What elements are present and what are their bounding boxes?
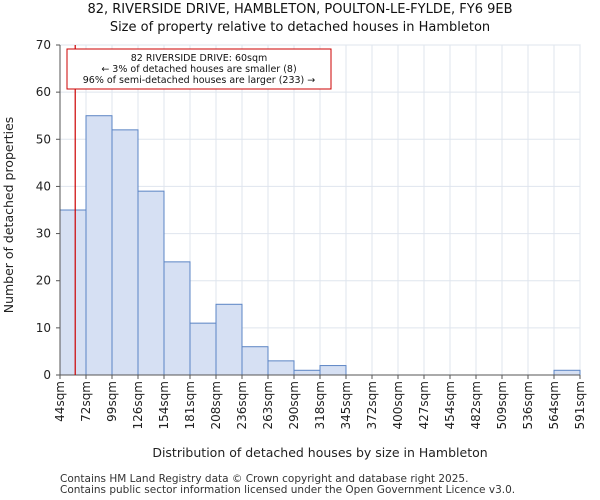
footer-line-2: Contains public sector information licen… (60, 484, 516, 496)
x-tick-label: 290sqm (287, 381, 301, 429)
histogram-bar (85, 115, 113, 376)
footer-attribution: Contains HM Land Registry data © Crown c… (60, 474, 515, 496)
x-tick-label: 400sqm (391, 381, 405, 429)
histogram-bar (241, 346, 269, 376)
x-tick-label: 126sqm (131, 381, 145, 429)
y-tick-label: 10 (36, 321, 51, 335)
x-tick-label: 44sqm (53, 381, 67, 422)
annotation-line: 82 RIVERSIDE DRIVE: 60sqm (131, 53, 268, 64)
annotation-line: 96% of semi-detached houses are larger (… (83, 75, 316, 86)
x-tick-label: 154sqm (157, 381, 171, 429)
x-tick-label: 318sqm (313, 381, 327, 429)
x-tick-label: 236sqm (235, 381, 249, 429)
y-tick-label: 20 (36, 274, 51, 288)
x-tick-label: 591sqm (573, 381, 587, 429)
histogram-bar (293, 369, 321, 376)
x-tick-label: 72sqm (79, 381, 93, 422)
y-tick-label: 70 (36, 38, 51, 52)
x-tick-label: 263sqm (261, 381, 275, 429)
y-tick-label: 50 (36, 132, 51, 146)
annotation-line: ← 3% of detached houses are smaller (8) (101, 64, 296, 75)
y-tick-label: 60 (36, 85, 51, 99)
histogram-bar (319, 365, 347, 376)
x-tick-label: 345sqm (339, 381, 353, 429)
histogram-bar (189, 322, 217, 376)
histogram-bar (215, 303, 243, 376)
histogram-bar (111, 129, 139, 376)
y-tick-label: 40 (36, 179, 51, 193)
annotation-box (66, 48, 332, 90)
x-tick-label: 536sqm (521, 381, 535, 429)
x-tick-label: 564sqm (547, 381, 561, 429)
histogram-bar (553, 369, 581, 376)
x-tick-label: 427sqm (417, 381, 431, 429)
histogram-bar (137, 190, 165, 376)
y-axis-label: Number of detached properties (1, 117, 16, 314)
x-tick-label: 509sqm (495, 381, 509, 429)
x-tick-label: 372sqm (365, 381, 379, 429)
y-tick-label: 0 (43, 368, 51, 382)
x-axis-label: Distribution of detached houses by size … (152, 445, 487, 460)
x-tick-label: 99sqm (105, 381, 119, 422)
x-tick-label: 181sqm (183, 381, 197, 429)
x-tick-label: 454sqm (443, 381, 457, 429)
x-tick-label: 208sqm (209, 381, 223, 429)
footer-line-1: Contains HM Land Registry data © Crown c… (60, 473, 469, 485)
chart-title-line-2: Size of property relative to detached ho… (109, 20, 491, 35)
x-tick-label: 482sqm (469, 381, 483, 429)
chart-title: 82, RIVERSIDE DRIVE, HAMBLETON, POULTON-… (0, 1, 600, 37)
y-tick-label: 30 (36, 227, 51, 241)
histogram-bar (267, 360, 295, 376)
histogram-bar (163, 261, 191, 376)
histogram-bar (59, 209, 87, 376)
chart-title-line-1: 82, RIVERSIDE DRIVE, HAMBLETON, POULTON-… (87, 2, 513, 17)
